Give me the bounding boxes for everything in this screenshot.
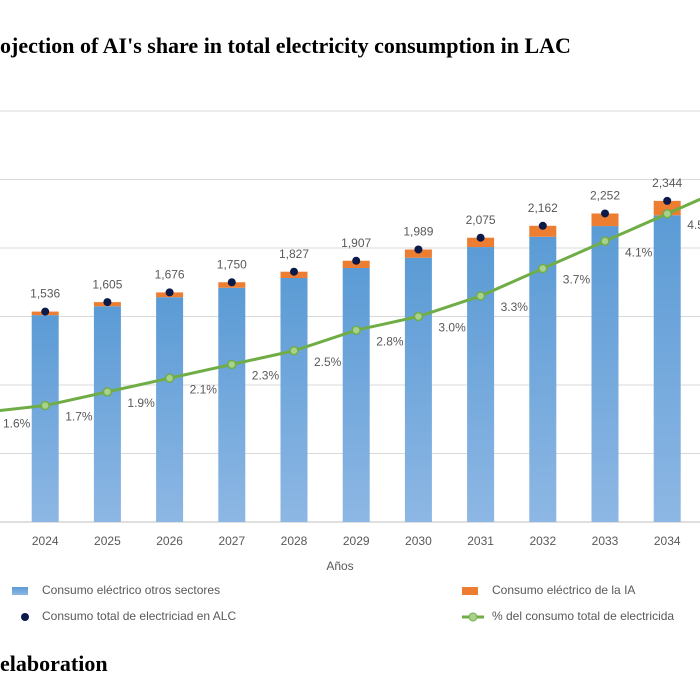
total-point bbox=[476, 233, 485, 242]
x-tick-label: 2028 bbox=[281, 534, 308, 548]
x-tick-label: 2027 bbox=[218, 534, 245, 548]
data-label: 4.1% bbox=[625, 245, 653, 259]
data-label: 2,162 bbox=[528, 201, 558, 215]
line-point bbox=[662, 209, 672, 219]
x-tick-label: 2024 bbox=[32, 534, 59, 548]
data-label: 1,676 bbox=[155, 268, 185, 282]
x-tick-label: 2032 bbox=[529, 534, 556, 548]
total-point bbox=[538, 221, 547, 230]
data-label: 2.3% bbox=[252, 369, 280, 383]
x-tick-label: 2030 bbox=[405, 534, 432, 548]
legend-label: Consumo total de electriciad en ALC bbox=[42, 609, 236, 623]
data-label: 1,605 bbox=[92, 277, 122, 291]
bar-segment bbox=[653, 215, 681, 522]
x-tick-label: 2029 bbox=[343, 534, 370, 548]
legend-swatch bbox=[12, 587, 28, 595]
bar-segment bbox=[591, 226, 619, 522]
line-point bbox=[600, 236, 610, 246]
footer: elaboration bbox=[0, 651, 108, 676]
legend-label: Consumo eléctrico otros sectores bbox=[42, 583, 220, 597]
total-point bbox=[290, 267, 298, 276]
data-label: 2,344 bbox=[652, 176, 682, 190]
legend-label: Consumo eléctrico de la IA bbox=[492, 583, 635, 597]
line-point bbox=[475, 291, 486, 301]
line-point bbox=[538, 263, 548, 274]
bar-segment bbox=[31, 315, 59, 522]
bar-segment bbox=[529, 236, 557, 523]
data-label: 3.0% bbox=[438, 321, 466, 335]
line-point bbox=[40, 400, 50, 411]
data-label: 1.6% bbox=[3, 417, 31, 431]
bar-segment bbox=[404, 249, 432, 258]
x-tick-label: 2031 bbox=[467, 534, 494, 548]
data-label: 2,252 bbox=[590, 189, 620, 203]
x-tick-label: 2025 bbox=[94, 534, 121, 548]
total-point bbox=[663, 196, 672, 205]
x-tick-label: 2033 bbox=[592, 534, 619, 548]
line-point bbox=[227, 359, 237, 370]
data-label: 1,989 bbox=[403, 225, 433, 239]
line-point bbox=[413, 311, 424, 322]
total-point bbox=[103, 298, 112, 307]
total-point bbox=[165, 288, 174, 297]
bar-segment bbox=[280, 278, 308, 522]
bar-segment bbox=[404, 257, 432, 522]
chart-title: ojection of AI's share in total electric… bbox=[0, 33, 571, 58]
data-label: 1,907 bbox=[341, 236, 371, 250]
total-point bbox=[352, 256, 361, 265]
x-tick-label: 2026 bbox=[156, 534, 183, 548]
bar-segment bbox=[529, 225, 557, 237]
total-point bbox=[41, 307, 50, 316]
total-point bbox=[601, 209, 609, 218]
bar-segment bbox=[467, 247, 495, 522]
data-label: 3.3% bbox=[501, 300, 529, 314]
data-label: 4.5 bbox=[687, 218, 700, 232]
legend-swatch bbox=[462, 587, 478, 595]
bar-segment bbox=[93, 306, 121, 522]
legend-swatch bbox=[21, 613, 29, 621]
bar-segment bbox=[591, 213, 619, 227]
bar-segment bbox=[156, 297, 184, 522]
line-point bbox=[164, 373, 175, 383]
line-point bbox=[102, 387, 113, 397]
x-tick-label: 2034 bbox=[654, 534, 681, 548]
x-axis-label: Años bbox=[326, 559, 353, 573]
data-label: 1,750 bbox=[217, 257, 247, 271]
data-label: 2.5% bbox=[314, 355, 342, 369]
total-point bbox=[227, 278, 236, 287]
data-label: 1,827 bbox=[279, 247, 309, 261]
bar-segment bbox=[342, 268, 370, 522]
line-point bbox=[351, 325, 361, 335]
data-label: 2.1% bbox=[190, 382, 218, 396]
bar-segment bbox=[218, 287, 246, 522]
bar-segment bbox=[467, 237, 495, 248]
total-point bbox=[414, 245, 423, 254]
data-label: 2.8% bbox=[376, 334, 404, 348]
data-label: 2,075 bbox=[466, 213, 496, 227]
data-label: 3.7% bbox=[563, 273, 591, 287]
data-label: 1,536 bbox=[30, 287, 60, 301]
line-point bbox=[289, 346, 299, 356]
legend-swatch bbox=[468, 612, 478, 622]
data-label: 1.9% bbox=[127, 396, 155, 410]
legend-label: % del consumo total de electricida bbox=[492, 609, 674, 623]
data-label: 1.7% bbox=[65, 410, 93, 424]
